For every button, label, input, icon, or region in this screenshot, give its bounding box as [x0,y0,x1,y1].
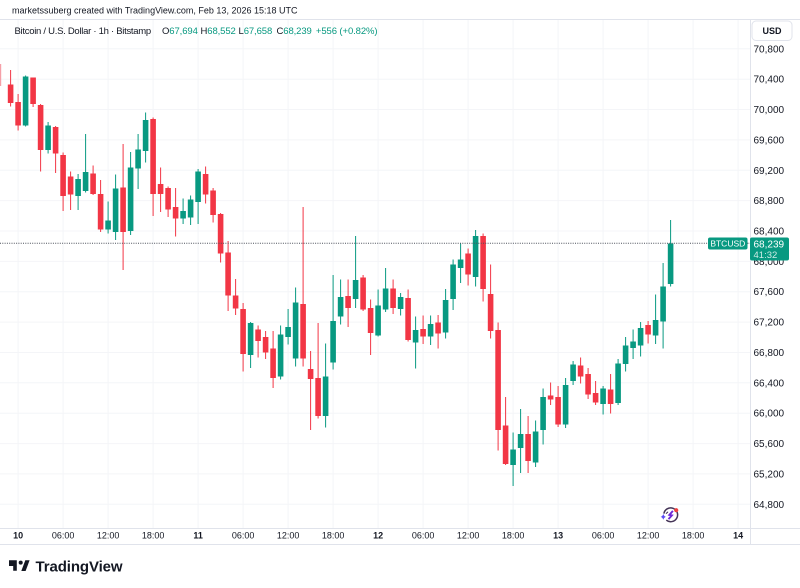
svg-text:06:00: 06:00 [232,531,255,541]
svg-text:12: 12 [373,531,383,541]
svg-text:68,000: 68,000 [754,257,785,268]
svg-text:68,400: 68,400 [754,227,785,238]
svg-text:BTCUSD: BTCUSD [710,239,745,249]
svg-text:70,000: 70,000 [754,105,785,116]
svg-text:66,400: 66,400 [754,378,785,389]
svg-text:70,400: 70,400 [754,75,785,86]
svg-text:10: 10 [13,531,23,541]
svg-text:06:00: 06:00 [52,531,75,541]
svg-text:65,200: 65,200 [754,469,785,480]
svg-text:C68,239: C68,239 [277,26,312,37]
svg-text:18:00: 18:00 [682,531,705,541]
svg-text:L67,658: L67,658 [239,26,273,37]
svg-text:66,800: 66,800 [754,348,785,359]
svg-text:12:00: 12:00 [457,531,480,541]
svg-text:13: 13 [553,531,563,541]
svg-text:12:00: 12:00 [277,531,300,541]
svg-text:Bitcoin / U.S. Dollar · 1h · B: Bitcoin / U.S. Dollar · 1h · Bitstamp [15,26,151,37]
svg-text:12:00: 12:00 [97,531,120,541]
svg-text:+556 (+0.82%): +556 (+0.82%) [316,26,378,37]
svg-text:11: 11 [193,531,203,541]
svg-text:TradingView: TradingView [36,559,123,576]
svg-text:66,000: 66,000 [754,409,785,420]
svg-text:marketssuberg created with Tra: marketssuberg created with TradingView.c… [12,6,298,16]
svg-text:O67,694: O67,694 [162,26,198,37]
svg-text:12:00: 12:00 [637,531,660,541]
svg-text:67,200: 67,200 [754,318,785,329]
svg-text:65,600: 65,600 [754,439,785,450]
svg-text:68,800: 68,800 [754,196,785,207]
svg-text:67,600: 67,600 [754,287,785,298]
svg-text:64,800: 64,800 [754,500,785,511]
svg-text:14: 14 [733,531,743,541]
svg-text:USD: USD [762,26,782,36]
svg-text:H68,552: H68,552 [201,26,236,37]
svg-text:69,600: 69,600 [754,135,785,146]
svg-text:06:00: 06:00 [592,531,615,541]
svg-text:70,800: 70,800 [754,44,785,55]
svg-text:41:32: 41:32 [754,250,778,261]
svg-text:68,239: 68,239 [754,240,785,251]
svg-text:69,200: 69,200 [754,166,785,177]
svg-text:18:00: 18:00 [502,531,525,541]
svg-text:18:00: 18:00 [322,531,345,541]
svg-text:18:00: 18:00 [142,531,165,541]
svg-text:06:00: 06:00 [412,531,435,541]
